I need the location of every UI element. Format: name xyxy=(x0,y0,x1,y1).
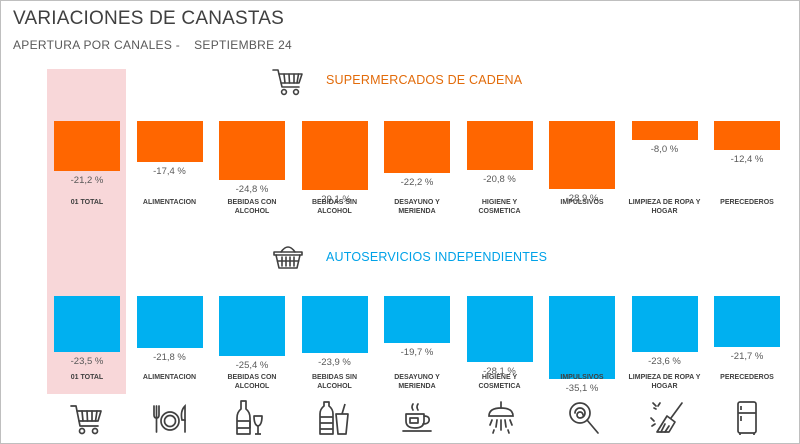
bar-s1-5 xyxy=(384,121,450,174)
value-label-s1-3: -24,8 % xyxy=(235,183,269,195)
category-label-s2-8: LIMPIEZA DE ROPA Y HOGAR xyxy=(628,374,701,390)
wine-bottle-glass-icon xyxy=(234,399,264,442)
category-label-s2-9: PERECEDEROS xyxy=(720,374,774,381)
shower-icon xyxy=(483,400,519,441)
bar-s2-5 xyxy=(384,296,450,343)
value-label-s2-4: -23,9 % xyxy=(318,356,351,368)
category-label-s2-5: DESAYUNO Y MERIENDA xyxy=(394,374,440,390)
lollipop-icon xyxy=(567,400,601,441)
section-title-supermercados: SUPERMERCADOS DE CADENA xyxy=(326,73,523,87)
category-label-s1-1: 01 TOTAL xyxy=(70,199,104,206)
bar-s2-3 xyxy=(219,296,285,357)
cleaning-broom-icon xyxy=(649,400,685,441)
category-label-s2-7: IMPULSIVOS xyxy=(560,374,604,381)
category-label-s2-2: ALIMENTACION xyxy=(142,374,197,381)
page-title: VARIACIONES DE CANASTAS xyxy=(13,8,285,29)
bar-s2-7 xyxy=(549,296,615,379)
bar-s2-9 xyxy=(714,296,780,348)
bar-s1-8 xyxy=(631,121,698,140)
category-label-s2-3: BEBIDAS CON ALCOHOL xyxy=(227,374,277,390)
value-label-s1-5: -22,2 % xyxy=(400,177,434,189)
bar-s1-7 xyxy=(549,121,615,190)
bar-s2-4 xyxy=(301,296,368,353)
category-label-s1-7: IMPULSIVOS xyxy=(560,199,604,206)
value-label-s2-2: -21,8 % xyxy=(153,351,186,363)
bar-s2-6 xyxy=(466,296,533,363)
value-label-s1-9: -12,4 % xyxy=(730,154,764,166)
bar-s1-4 xyxy=(301,121,368,190)
value-label-s2-3: -25,4 % xyxy=(235,360,269,372)
value-label-s2-5: -19,7 % xyxy=(400,346,434,358)
category-label-s1-4: BEBIDAS SIN ALCOHOL xyxy=(311,199,358,215)
bar-s1-6 xyxy=(466,121,533,171)
cutlery-plate-icon xyxy=(151,402,189,441)
bar-s2-1 xyxy=(54,296,120,352)
value-label-s2-9: -21,7 % xyxy=(730,351,764,363)
subtitle-channel: APERTURA POR CANALES - xyxy=(13,38,181,52)
bar-s1-1 xyxy=(54,121,120,172)
bar-s2-2 xyxy=(136,296,203,348)
section-cart-icon xyxy=(272,67,304,102)
value-label-s1-7: -28,9 % xyxy=(565,193,599,205)
category-label-s2-4: BEBIDAS SIN ALCOHOL xyxy=(311,374,358,390)
soda-bottle-cup-icon xyxy=(318,400,350,441)
value-label-s2-1: -23,5 % xyxy=(70,355,104,367)
value-label-s1-2: -17,4 % xyxy=(153,166,186,178)
category-label-s1-6: HIGIENE Y COSMETICA xyxy=(478,199,521,215)
category-label-s1-9: PERECEDEROS xyxy=(720,199,774,206)
subtitle-period: SEPTIEMBRE 24 xyxy=(194,38,293,52)
value-label-s1-6: -20,8 % xyxy=(483,174,516,186)
value-label-s1-4: -29,1 % xyxy=(318,193,351,205)
coffee-cup-icon xyxy=(401,401,435,440)
category-label-s1-8: LIMPIEZA DE ROPA Y HOGAR xyxy=(628,199,701,215)
section-title-autoservicios: AUTOSERVICIOS INDEPENDIENTES xyxy=(326,250,548,264)
category-label-s2-1: 01 TOTAL xyxy=(70,374,104,381)
bar-s1-9 xyxy=(714,121,780,151)
value-label-s1-1: -21,2 % xyxy=(70,175,104,187)
category-label-s1-3: BEBIDAS CON ALCOHOL xyxy=(227,199,277,215)
value-label-s2-7: -35,1 % xyxy=(565,383,599,394)
bar-s2-8 xyxy=(631,296,698,352)
category-label-s1-2: ALIMENTACION xyxy=(142,199,197,206)
section-basket-icon xyxy=(272,241,304,276)
value-label-s1-8: -8,0 % xyxy=(650,143,679,155)
bar-s1-2 xyxy=(136,121,203,163)
value-label-s2-6: -28,1 % xyxy=(483,366,516,378)
refrigerator-icon xyxy=(734,400,760,441)
bar-s1-3 xyxy=(219,121,285,180)
value-label-s2-8: -23,6 % xyxy=(648,355,681,367)
shopping-cart-icon xyxy=(69,402,103,441)
category-label-s2-6: HIGIENE Y COSMETICA xyxy=(478,374,521,390)
category-label-s1-5: DESAYUNO Y MERIENDA xyxy=(394,199,440,215)
page-subtitle: APERTURA POR CANALES - SEPTIEMBRE 24 xyxy=(13,38,292,52)
